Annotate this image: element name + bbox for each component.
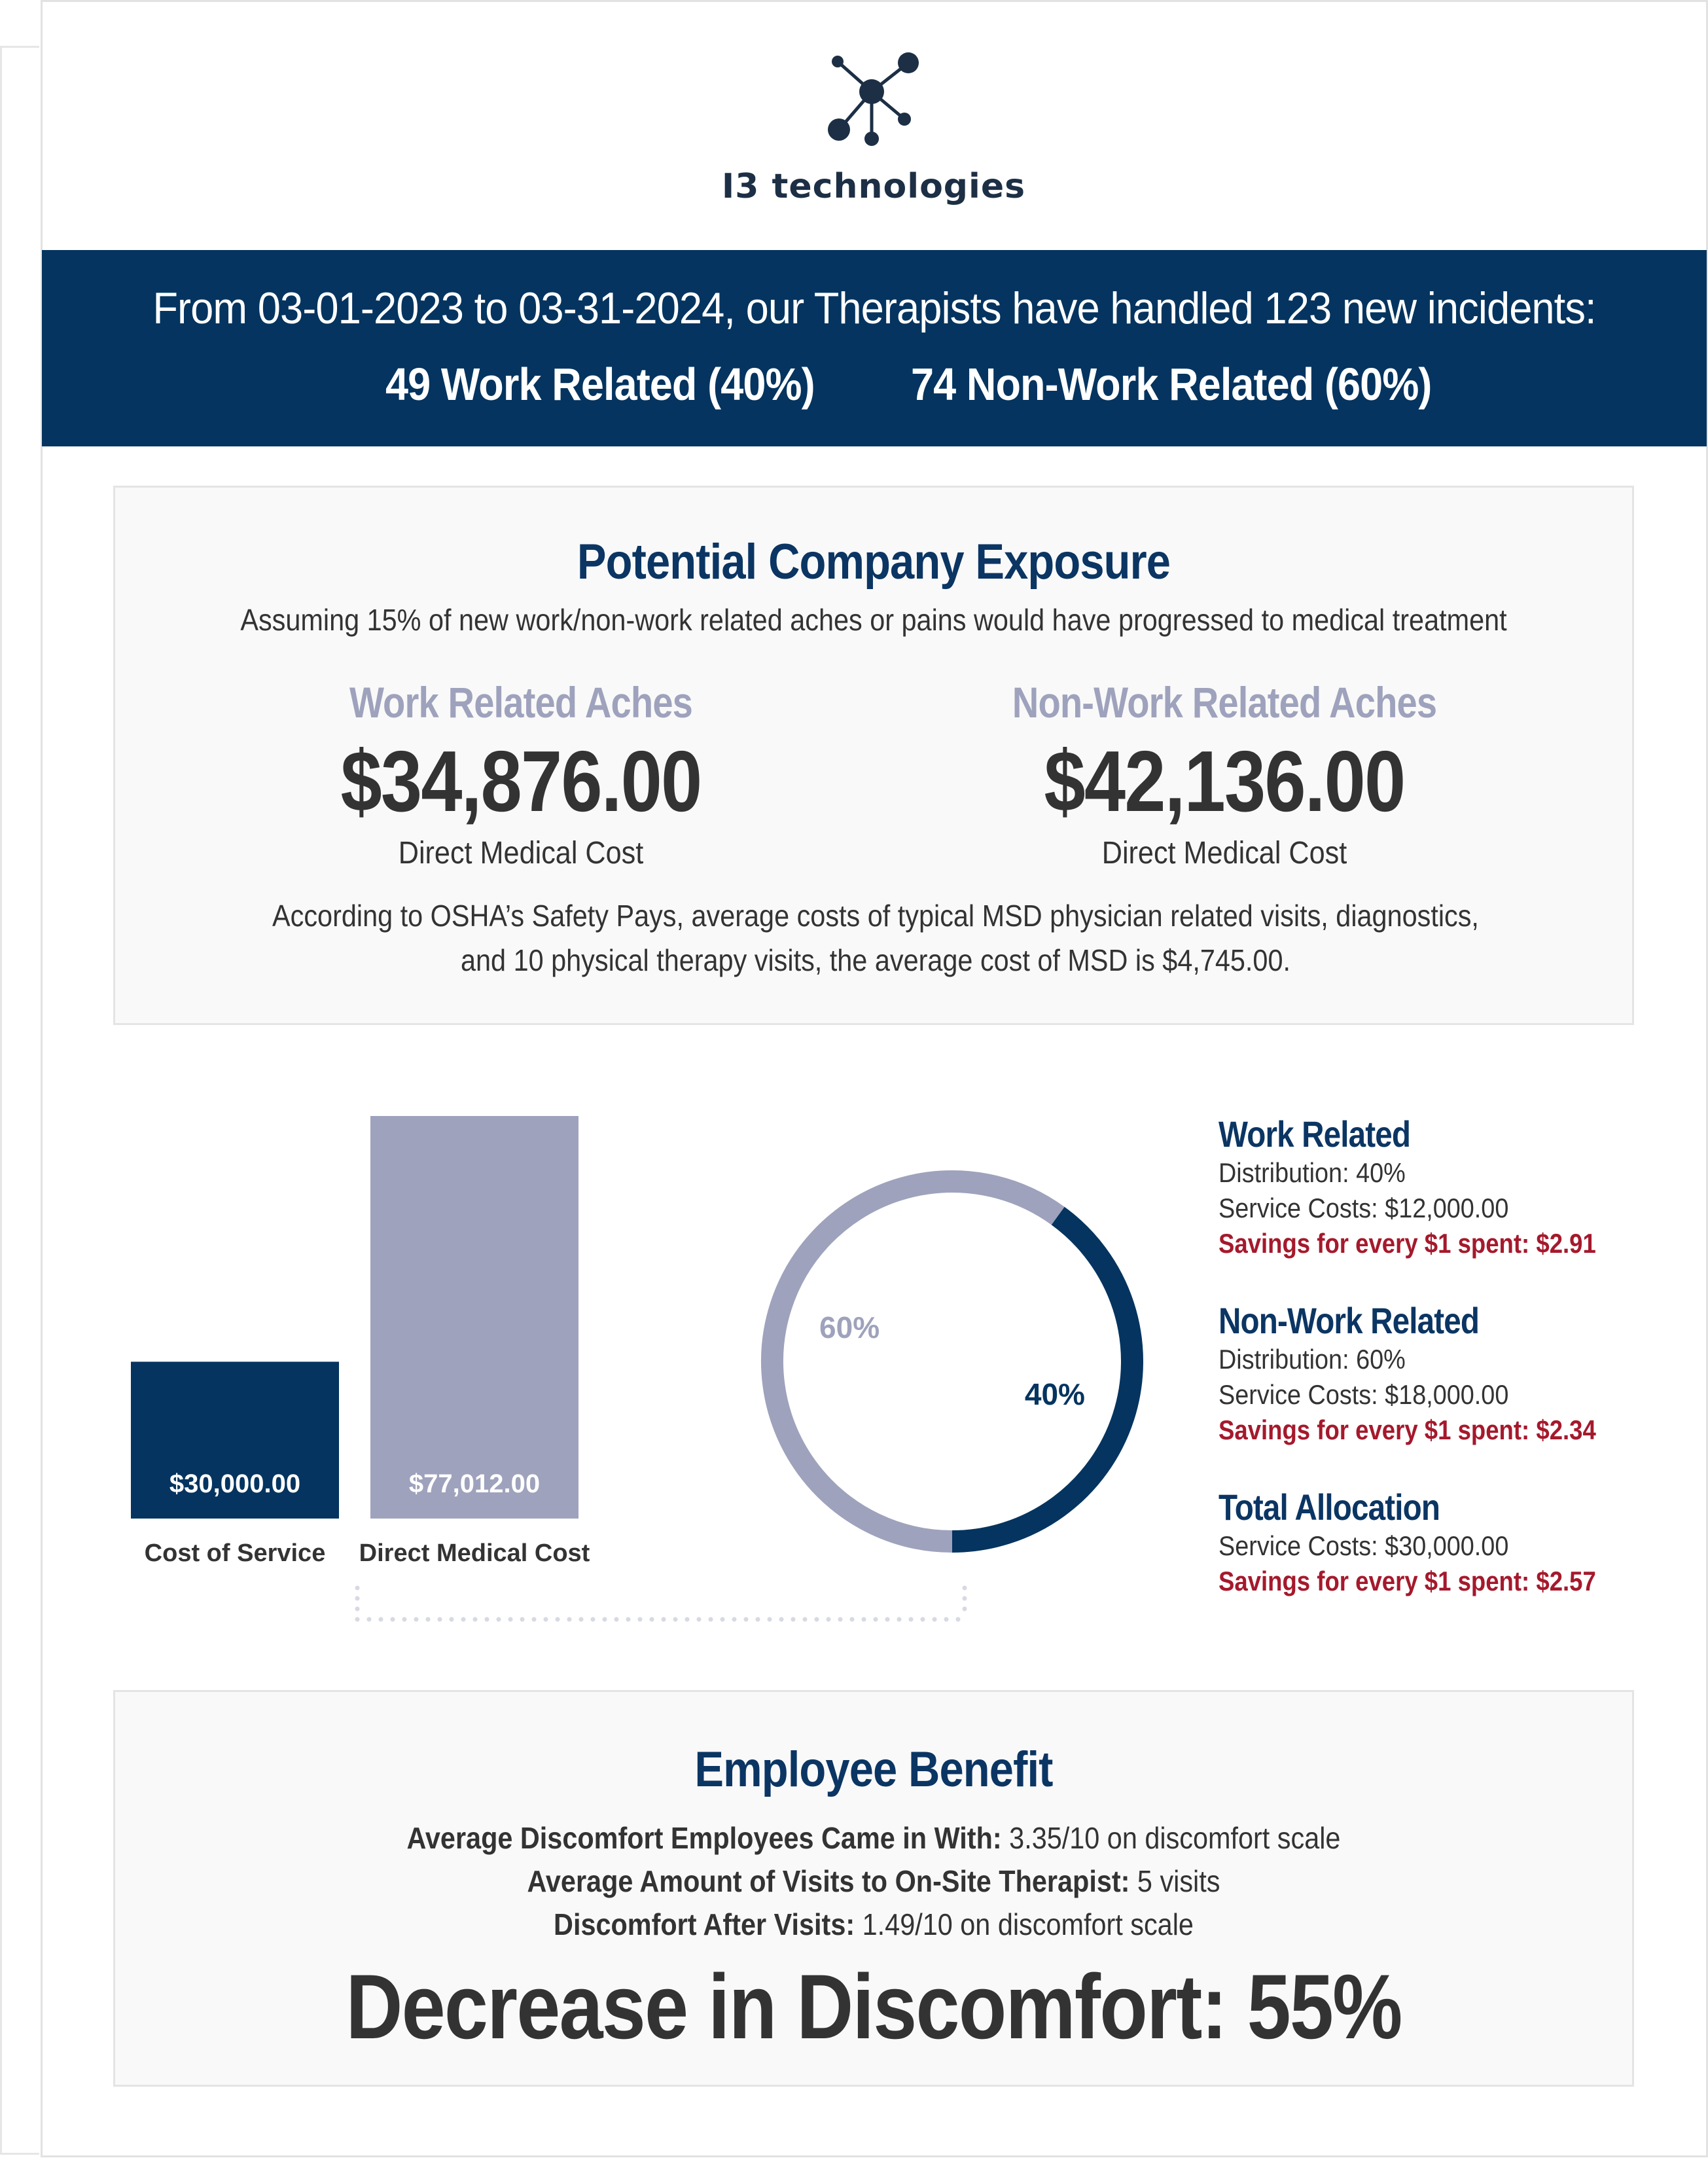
work-aches-label: Work Related Aches: [349, 678, 693, 727]
bar-category-label: Cost of Service: [145, 1539, 326, 1567]
legend-work-service: Service Costs: $12,000.00: [1219, 1193, 1509, 1223]
legend-work-distribution: Distribution: 40%: [1219, 1157, 1406, 1188]
benefit-row1-value: 3.35/10 on discomfort scale: [1009, 1821, 1341, 1855]
benefit-row3-label: Discomfort After Visits:: [554, 1907, 855, 1941]
work-aches-column: Work Related Aches $34,876.00 Direct Med…: [226, 677, 815, 871]
nonwork-aches-label: Non-Work Related Aches: [1012, 678, 1437, 727]
bar-category-label: Direct Medical Cost: [359, 1539, 590, 1567]
work-aches-note: Direct Medical Cost: [398, 836, 644, 871]
benefit-rows: Average Discomfort Employees Came in Wit…: [115, 1816, 1632, 1946]
donut-label-40pct: 40%: [1025, 1377, 1085, 1411]
banner-work-stat: 49 Work Related (40%): [385, 359, 815, 410]
bar-direct-medical-cost: [370, 1116, 578, 1519]
summary-banner: From 03-01-2023 to 03-31-2024, our Thera…: [42, 250, 1707, 446]
legend-total-allocation: Total Allocation Service Costs: $30,000.…: [1219, 1486, 1677, 1599]
exposure-title: Potential Company Exposure: [577, 534, 1171, 590]
banner-summary-text: From 03-01-2023 to 03-31-2024, our Thera…: [152, 283, 1596, 333]
nonwork-aches-column: Non-Work Related Aches $42,136.00 Direct…: [930, 677, 1519, 871]
legend-nonwork-related: Non-Work Related Distribution: 60% Servi…: [1219, 1299, 1677, 1448]
employee-benefit-panel: Employee Benefit Average Discomfort Empl…: [113, 1690, 1634, 2087]
distribution-donut-chart: 40% 60%: [761, 1170, 1143, 1553]
osha-note-line2: and 10 physical therapy visits, the aver…: [460, 943, 1290, 977]
legend-work-title: Work Related: [1219, 1113, 1411, 1155]
legend-total-savings: Savings for every $1 spent: $2.57: [1219, 1566, 1596, 1596]
legend-nonwork-savings: Savings for every $1 spent: $2.34: [1219, 1414, 1596, 1445]
legend-nonwork-title: Non-Work Related: [1219, 1300, 1480, 1341]
nonwork-aches-note: Direct Medical Cost: [1101, 836, 1347, 871]
benefit-row-discomfort-after: Discomfort After Visits: 1.49/10 on disc…: [191, 1903, 1556, 1946]
legend-work-savings: Savings for every $1 spent: $2.91: [1219, 1228, 1596, 1259]
bar-data-label: $30,000.00: [169, 1469, 300, 1498]
donut-label-60pct: 60%: [819, 1310, 880, 1344]
legend-nonwork-service: Service Costs: $18,000.00: [1219, 1379, 1509, 1410]
nonwork-aches-amount: $42,136.00: [1044, 733, 1406, 829]
banner-nonwork-stat: 74 Non-Work Related (60%): [911, 359, 1432, 410]
benefit-row-discomfort-in: Average Discomfort Employees Came in Wit…: [191, 1816, 1556, 1860]
decrease-in-discomfort: Decrease in Discomfort: 55%: [346, 1955, 1402, 2058]
exposure-panel: Potential Company Exposure Assuming 15% …: [113, 486, 1634, 1025]
osha-note: According to OSHA’s Safety Pays, average…: [250, 893, 1501, 982]
benefit-title: Employee Benefit: [694, 1742, 1053, 1797]
benefit-row2-label: Average Amount of Visits to On-Site Ther…: [527, 1864, 1130, 1898]
dotted-connector: [355, 1585, 967, 1622]
legend-work-related: Work Related Distribution: 40% Service C…: [1219, 1113, 1677, 1261]
donut-slice-40pct: [952, 1206, 1143, 1553]
legend-total-title: Total Allocation: [1219, 1486, 1440, 1528]
back-sheet: [0, 46, 39, 2155]
benefit-row-visits: Average Amount of Visits to On-Site Ther…: [191, 1860, 1556, 1903]
donut-slice-60pct: [761, 1170, 1065, 1553]
bar-cost-of-service: [131, 1361, 339, 1519]
bar-data-label: $77,012.00: [409, 1469, 540, 1498]
molecule-logo-icon: [828, 52, 919, 146]
cost-bar-chart: $30,000.00 Cost of Service $77,012.00 Direc…: [131, 1116, 590, 1567]
benefit-row3-value: 1.49/10 on discomfort scale: [862, 1907, 1194, 1941]
exposure-subtitle: Assuming 15% of new work/non-work relate…: [240, 603, 1507, 637]
benefit-row1-label: Average Discomfort Employees Came in Wit…: [406, 1821, 1002, 1855]
osha-note-line1: According to OSHA’s Safety Pays, average…: [272, 899, 1479, 933]
legend-nonwork-distribution: Distribution: 60%: [1219, 1344, 1406, 1375]
benefit-row2-value: 5 visits: [1137, 1864, 1220, 1898]
work-aches-amount: $34,876.00: [340, 733, 703, 829]
legend-total-service: Service Costs: $30,000.00: [1219, 1530, 1509, 1561]
brand-name: I3 technologies: [721, 167, 1026, 206]
